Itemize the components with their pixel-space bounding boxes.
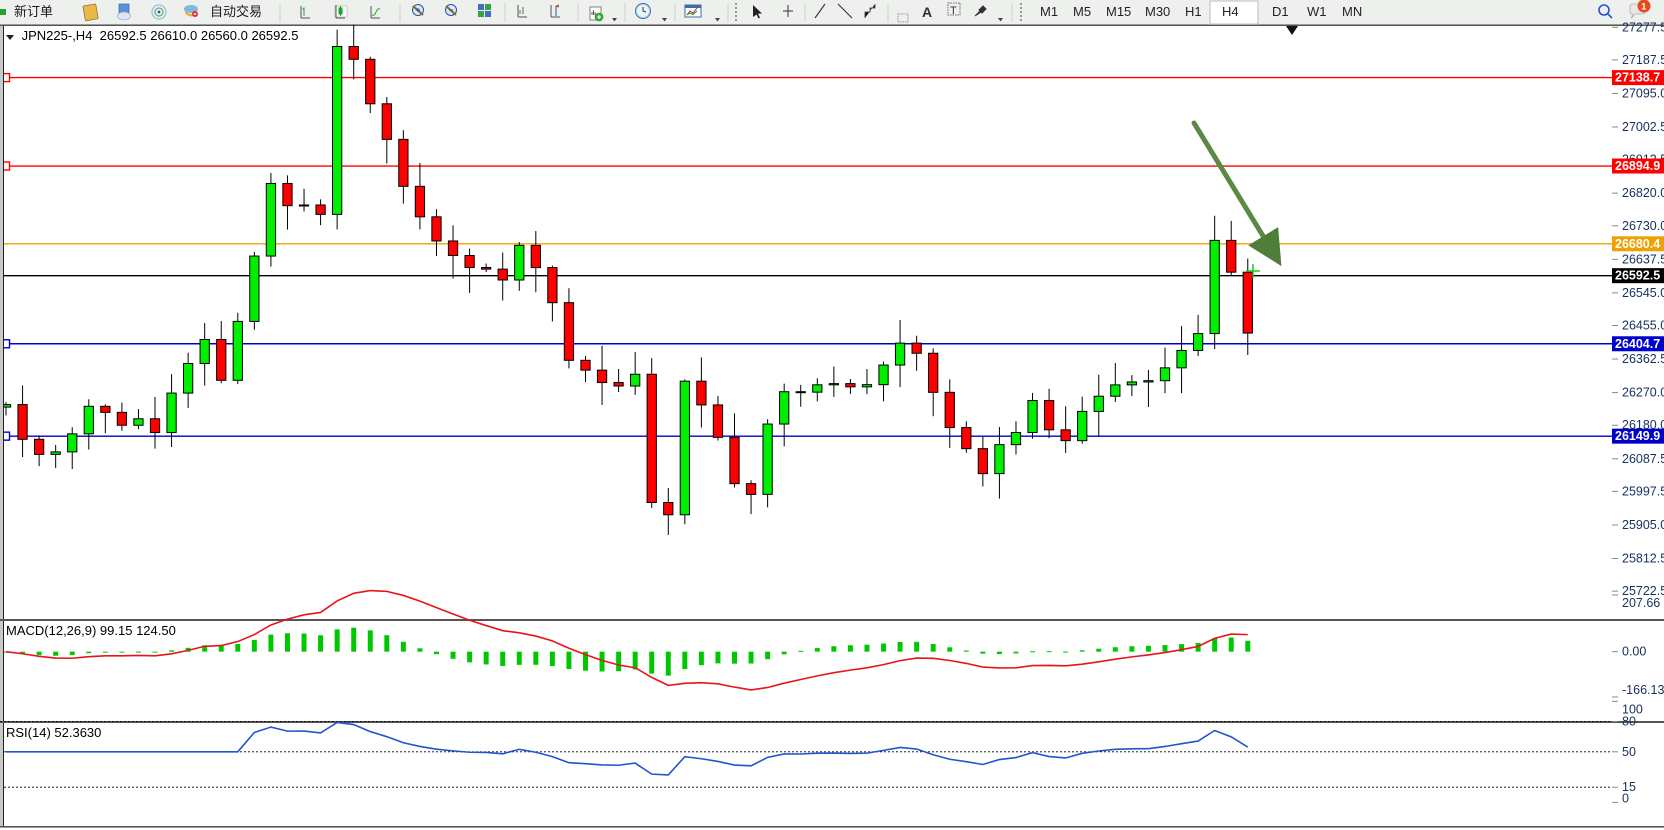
svg-text:T: T [950,5,957,17]
svg-text:M5: M5 [1073,4,1091,19]
svg-text:MN: MN [1342,4,1362,19]
svg-text:M1: M1 [1040,4,1058,19]
svg-text:W1: W1 [1307,4,1327,19]
svg-text:M30: M30 [1145,4,1170,19]
svg-text:1: 1 [1641,1,1646,11]
svg-text:新订单: 新订单 [14,4,53,19]
svg-text:A: A [922,4,932,20]
svg-text:M15: M15 [1106,4,1131,19]
svg-text:自动交易: 自动交易 [210,4,262,19]
svg-text:H1: H1 [1185,4,1202,19]
svg-text:H4: H4 [1222,4,1239,19]
svg-text:D1: D1 [1272,4,1289,19]
